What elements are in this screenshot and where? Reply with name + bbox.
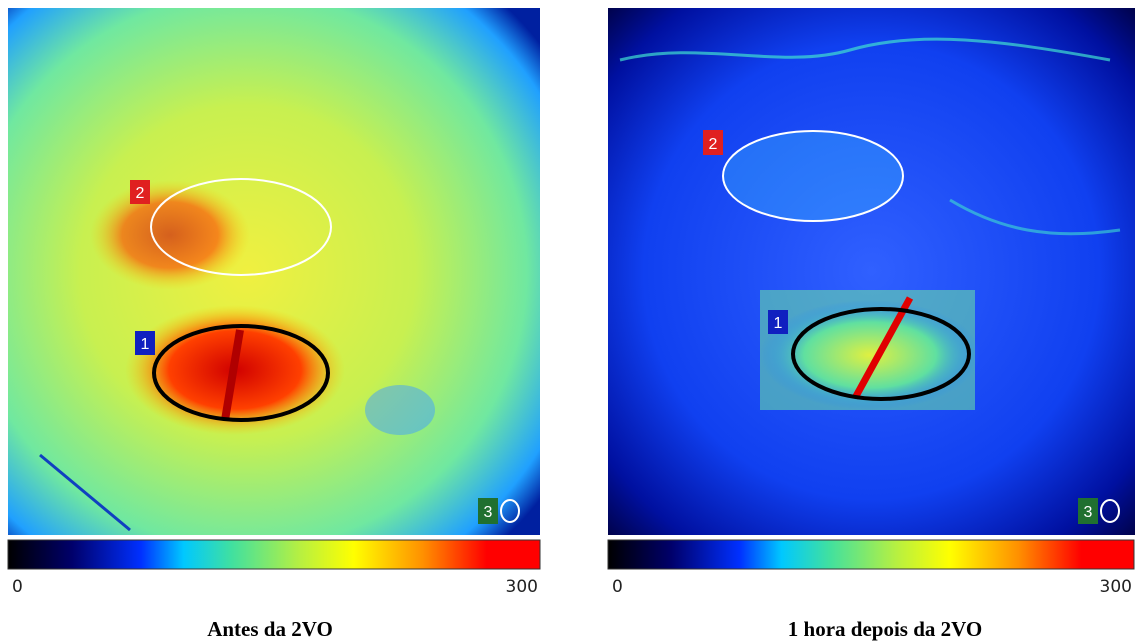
colorbar-min: 0 xyxy=(612,577,623,597)
left-image: 2 1 3 xyxy=(8,8,540,535)
caption: Antes da 2VO xyxy=(207,617,333,641)
colorbar-min: 0 xyxy=(12,577,23,597)
region-label: 1 xyxy=(774,315,783,332)
caption: 1 hora depois da 2VO xyxy=(788,617,982,641)
region-label: 3 xyxy=(1084,504,1093,521)
right-image: 2 1 3 xyxy=(608,8,1135,535)
region-label: 3 xyxy=(484,504,493,521)
figure: 2 1 3 0 300 Antes da 2VO 2 1 3 0 300 1 h… xyxy=(0,0,1135,644)
region-label: 1 xyxy=(141,336,150,353)
colorbar-max: 300 xyxy=(1100,577,1132,597)
colorbar xyxy=(8,540,540,569)
region-label: 2 xyxy=(709,136,718,153)
colorbar-max: 300 xyxy=(506,577,538,597)
colorbar xyxy=(608,540,1134,569)
region-label: 2 xyxy=(136,185,145,202)
